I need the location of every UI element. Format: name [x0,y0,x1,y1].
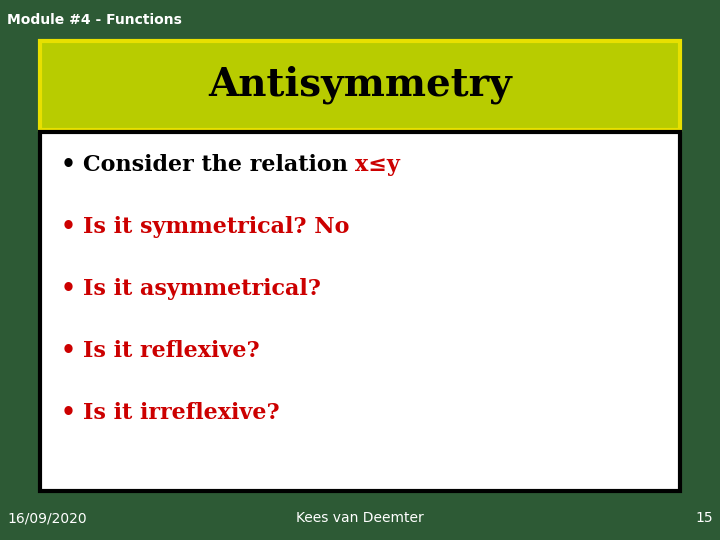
Text: Antisymmetry: Antisymmetry [208,66,512,104]
Text: x≤y: x≤y [356,154,400,176]
Text: Is it symmetrical? No: Is it symmetrical? No [83,216,349,238]
Text: •: • [61,277,76,301]
Text: Is it asymmetrical?: Is it asymmetrical? [83,278,320,300]
Text: 15: 15 [696,511,713,525]
Text: Module #4 - Functions: Module #4 - Functions [7,14,182,28]
Text: 16/09/2020: 16/09/2020 [7,511,87,525]
Text: Is it irreflexive?: Is it irreflexive? [83,402,279,424]
Bar [40,40,680,130]
Text: •: • [61,153,76,177]
Text: •: • [61,215,76,239]
Text: Kees van Deemter: Kees van Deemter [296,511,424,525]
Text: Is it reflexive?: Is it reflexive? [83,340,259,362]
Text: •: • [61,401,76,425]
Bar [40,132,680,491]
Text: •: • [61,339,76,363]
Text: Consider the relation: Consider the relation [83,154,356,176]
